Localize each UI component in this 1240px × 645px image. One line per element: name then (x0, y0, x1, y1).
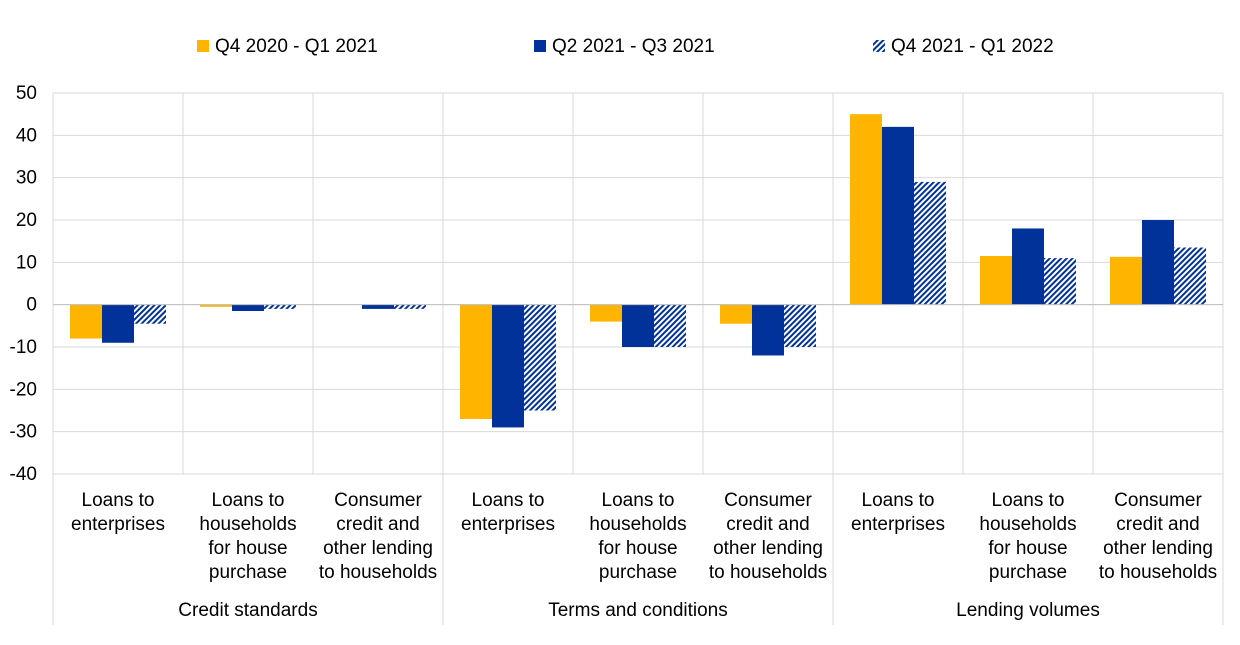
bar-series-2 (882, 126, 914, 305)
y-tick-label: 20 (16, 210, 37, 231)
y-tick-label: -10 (10, 337, 37, 358)
x-category-label: Consumer (334, 490, 422, 511)
bar-series-3 (394, 304, 426, 309)
bar-series-3 (134, 304, 166, 324)
x-category-label: Loans to (992, 490, 1065, 511)
x-category-label: purchase (209, 562, 287, 583)
legend-label-3: Q4 2021 - Q1 2022 (891, 36, 1054, 57)
legend-swatch-1 (197, 40, 209, 52)
bar-series-3 (264, 304, 296, 309)
x-category-label: households (589, 514, 686, 535)
x-category-label: credit and (336, 514, 419, 535)
bar-series-1 (850, 114, 882, 305)
legend: Q4 2020 - Q1 2021 Q2 2021 - Q3 2021 Q4 202… (197, 36, 1054, 57)
x-category-label: purchase (989, 562, 1067, 583)
y-tick-label: 10 (16, 252, 37, 273)
x-category-label: other lending (323, 538, 433, 559)
x-category-label: enterprises (71, 514, 165, 535)
x-category-label: for house (208, 538, 287, 559)
x-category-label: for house (988, 538, 1067, 559)
bars (70, 114, 1206, 428)
y-tick-label: 30 (16, 168, 37, 189)
bar-series-3 (1174, 247, 1206, 305)
x-category-label: purchase (599, 562, 677, 583)
x-category-label: Consumer (724, 490, 812, 511)
legend-label-1: Q4 2020 - Q1 2021 (215, 36, 378, 57)
x-category-label: credit and (726, 514, 809, 535)
group-label: Credit standards (178, 600, 317, 621)
bar-series-3 (1044, 258, 1076, 305)
x-category-label: to households (709, 562, 827, 583)
bar-series-1 (70, 304, 102, 339)
x-category-label: Loans to (602, 490, 675, 511)
x-category-label: credit and (1116, 514, 1199, 535)
bar-series-2 (232, 304, 264, 312)
bar-series-2 (1142, 220, 1174, 305)
bar-series-2 (362, 304, 394, 309)
legend-swatch-2 (534, 40, 546, 52)
x-category-label: households (979, 514, 1076, 535)
x-category-label: enterprises (851, 514, 945, 535)
bar-series-2 (102, 304, 134, 343)
group-label: Terms and conditions (548, 600, 728, 621)
bar-series-1 (720, 304, 752, 324)
bar-series-1 (460, 304, 492, 419)
legend-label-2: Q2 2021 - Q3 2021 (552, 36, 715, 57)
bar-series-3 (654, 304, 686, 347)
x-category-label: Loans to (212, 490, 285, 511)
x-category-label: enterprises (461, 514, 555, 535)
bar-series-1 (980, 255, 1012, 305)
y-tick-label: 40 (16, 125, 37, 146)
x-category-label: to households (1099, 562, 1217, 583)
y-tick-label: -30 (10, 422, 37, 443)
legend-swatch-3 (873, 40, 885, 52)
bar-series-3 (784, 304, 816, 347)
bar-series-2 (622, 304, 654, 347)
bar-series-2 (1012, 228, 1044, 305)
x-category-label: Loans to (862, 490, 935, 511)
y-tick-label: -40 (10, 464, 37, 485)
x-category-label: to households (319, 562, 437, 583)
x-category-label: Loans to (472, 490, 545, 511)
bar-series-1 (590, 304, 622, 322)
x-category-label: for house (598, 538, 677, 559)
y-tick-label: 0 (26, 295, 37, 316)
bar-series-2 (492, 304, 524, 428)
x-category-label: other lending (713, 538, 823, 559)
bar-series-2 (752, 304, 784, 356)
bar-series-1 (1110, 256, 1142, 305)
bar-series-1 (200, 304, 232, 307)
bar-series-3 (524, 304, 556, 411)
group-label: Lending volumes (956, 600, 1100, 621)
x-category-label: other lending (1103, 538, 1213, 559)
y-tick-label: 50 (16, 83, 37, 104)
x-category-label: Loans to (82, 490, 155, 511)
x-category-label: Consumer (1114, 490, 1202, 511)
axis-labels: -40 -30 -20 -10 0 10 20 30 40 50 Loans to enterpris… (10, 83, 1218, 621)
x-category-label: households (199, 514, 296, 535)
bar-series-3 (914, 181, 946, 305)
y-tick-label: -20 (10, 379, 37, 400)
